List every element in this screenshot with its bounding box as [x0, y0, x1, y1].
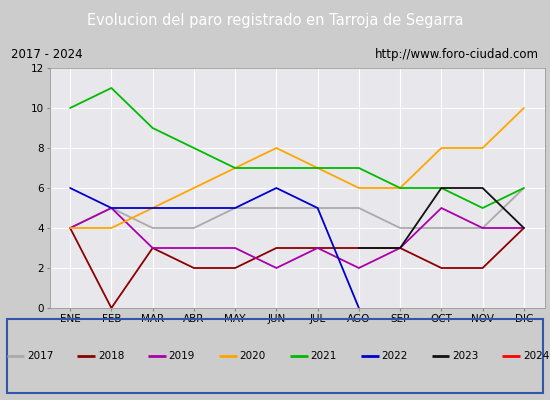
Text: 2017 - 2024: 2017 - 2024 [11, 48, 82, 61]
Text: 2021: 2021 [310, 351, 337, 361]
Text: Evolucion del paro registrado en Tarroja de Segarra: Evolucion del paro registrado en Tarroja… [87, 14, 463, 28]
Text: 2023: 2023 [452, 351, 478, 361]
Text: http://www.foro-ciudad.com: http://www.foro-ciudad.com [375, 48, 539, 61]
Text: 2018: 2018 [98, 351, 124, 361]
Text: 2019: 2019 [169, 351, 195, 361]
Text: 2024: 2024 [523, 351, 549, 361]
Text: 2022: 2022 [381, 351, 408, 361]
Text: 2020: 2020 [240, 351, 266, 361]
Text: 2017: 2017 [27, 351, 53, 361]
